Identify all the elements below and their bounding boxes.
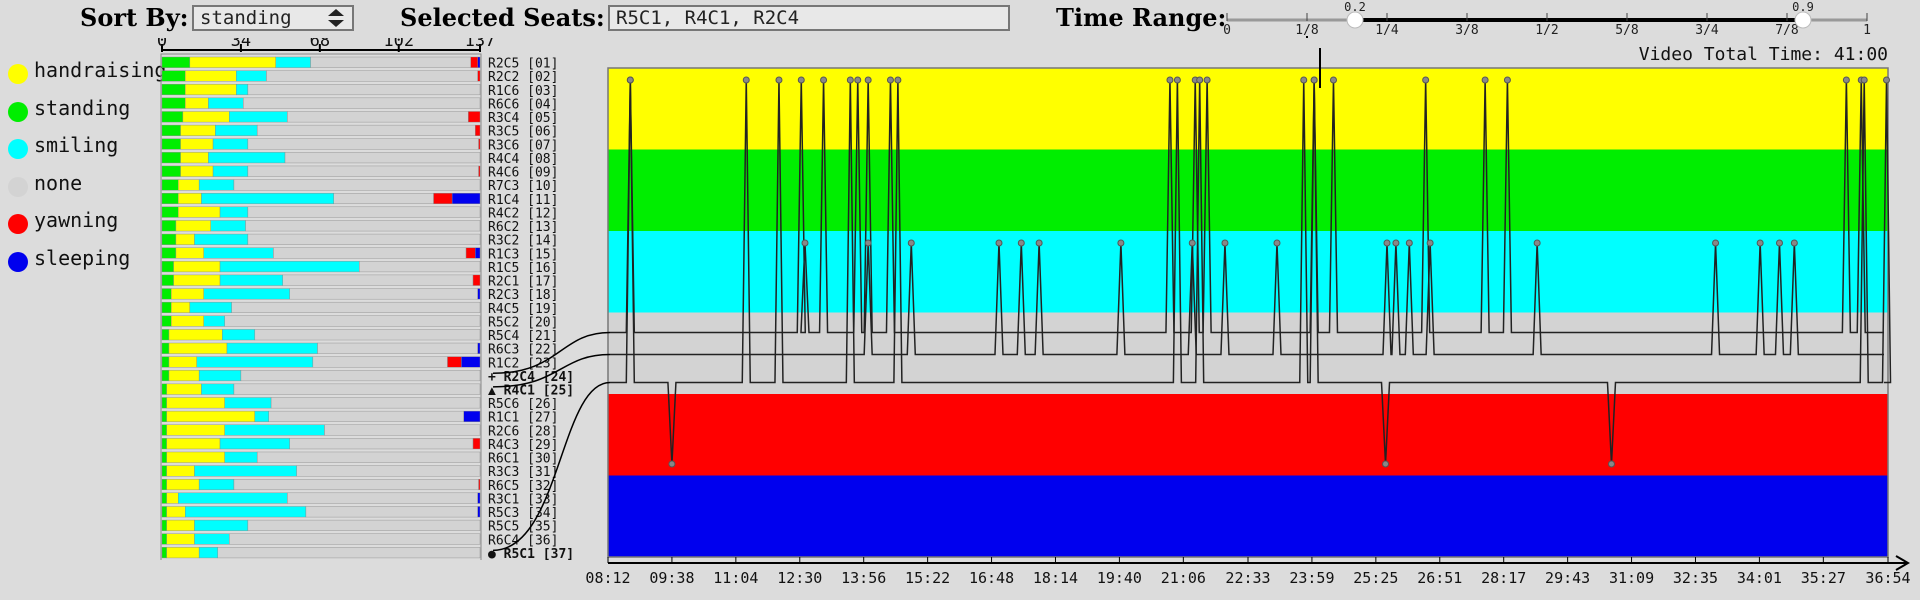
slider-tick-label: 5/8	[1615, 23, 1638, 38]
slider-low-handle-label: 0.2	[1344, 0, 1366, 14]
timeline-tick-label: 13:56	[841, 569, 886, 587]
timeline-spike-marker	[847, 77, 853, 83]
timeline-spike-marker	[1406, 240, 1412, 246]
slider-tick-label: 1/4	[1375, 23, 1399, 38]
series-connector	[493, 355, 610, 387]
timeline-spike-marker	[1301, 77, 1307, 83]
selected-seats-field[interactable]: R5C1, R4C1, R2C4	[608, 5, 1010, 31]
timeline-spike-marker	[776, 77, 782, 83]
timeline-spike-marker	[1204, 77, 1210, 83]
timeline-tick-label: 21:06	[1161, 569, 1206, 587]
timeline-spike-marker	[1330, 77, 1336, 83]
slider-tick-label: 0	[1223, 23, 1231, 38]
series-connector	[493, 383, 610, 551]
timeline-spike-marker	[1018, 240, 1024, 246]
slider-tick-label: 3/4	[1695, 23, 1719, 38]
timeline-spike-marker	[1311, 77, 1317, 83]
slider-low-handle[interactable]	[1347, 12, 1363, 28]
timeline-spike-marker	[1884, 77, 1890, 83]
timeline-tick-label: 11:04	[713, 569, 758, 587]
slider-tick-label: 3/8	[1455, 23, 1478, 38]
slider-tick-label: 1/8	[1295, 23, 1318, 38]
timeline-spike-marker	[1118, 240, 1124, 246]
timeline-spike-marker	[821, 77, 827, 83]
timeline-spike-marker	[1713, 240, 1719, 246]
video-total-time: Video Total Time: 41:00	[1639, 44, 1888, 65]
timeline-spike-marker	[1384, 240, 1390, 246]
timeline-spike-marker	[1167, 77, 1173, 83]
timeline-spike-marker	[1036, 240, 1042, 246]
timeline-spike-marker	[1482, 77, 1488, 83]
timeline-spike-marker	[1791, 240, 1797, 246]
timeline-spike-marker	[1274, 240, 1280, 246]
timeline-tick-label: 29:43	[1545, 569, 1590, 587]
timeline-spike-marker	[1757, 240, 1763, 246]
timeline-spike-marker	[996, 240, 1002, 246]
slider-tick-label: 1/2	[1535, 23, 1558, 38]
timeline-spike-marker	[1222, 240, 1228, 246]
timeline-spike-marker	[1608, 461, 1614, 467]
timeline-spike-marker	[855, 77, 861, 83]
timeline-spike-marker	[1423, 77, 1429, 83]
timeline-tick-label: 26:51	[1417, 569, 1462, 587]
timeline-spike-marker	[1393, 240, 1399, 246]
timeline-tick-label: 35:27	[1801, 569, 1846, 587]
timeline-tick-label: 28:17	[1481, 569, 1526, 587]
timeline-tick-label: 09:38	[649, 569, 694, 587]
timeline-tick-label: 18:14	[1033, 569, 1078, 587]
timeline-tick-label: 34:01	[1737, 569, 1782, 587]
timeline-spike-marker	[802, 240, 808, 246]
timeline-spike-marker	[895, 77, 901, 83]
timeline-spike-marker	[1197, 77, 1203, 83]
timeline-spike-marker	[887, 77, 893, 83]
slider-tick-label: 7/8	[1775, 23, 1798, 38]
timeline-spike-marker	[1843, 77, 1849, 83]
series-connector	[493, 333, 610, 374]
timeline-spike-marker	[798, 77, 804, 83]
slider-high-handle-label: 0.9	[1792, 0, 1814, 14]
timeline-tick-label: 12:30	[777, 569, 822, 587]
behavior-timeline: Video Total Time: 41:00 08:12 09:38 11:04 12…	[0, 38, 1920, 600]
slider-high-handle[interactable]	[1795, 12, 1811, 28]
timeline-spike-marker	[908, 240, 914, 246]
timeline-tick-label: 25:25	[1353, 569, 1398, 587]
timeline-tick-label: 22:33	[1225, 569, 1270, 587]
sort-by-label: Sort By:	[80, 3, 189, 32]
sort-select[interactable]: standing	[192, 5, 354, 31]
timeline-band-smiling	[608, 231, 1888, 313]
timeline-tick-label: 16:48	[969, 569, 1014, 587]
sort-arrows-icon	[326, 8, 346, 28]
timeline-tick-label: 15:22	[905, 569, 950, 587]
selected-seats-label: Selected Seats:	[400, 3, 605, 32]
timeline-spike-marker	[865, 240, 871, 246]
timeline-spike-marker	[1427, 240, 1433, 246]
timeline-spike-marker	[1174, 77, 1180, 83]
timeline-band-yawning	[608, 394, 1888, 476]
timeline-tick-label: 08:12	[585, 569, 630, 587]
timeline-tick-label: 36:54	[1865, 569, 1910, 587]
timeline-tick-label: 31:09	[1609, 569, 1654, 587]
timeline-spike-marker	[1776, 240, 1782, 246]
timeline-spike-marker	[627, 77, 633, 83]
timeline-spike-marker	[743, 77, 749, 83]
sort-select-value: standing	[200, 7, 292, 29]
timeline-tick-label: 32:35	[1673, 569, 1718, 587]
time-range-label: Time Range:	[1056, 3, 1226, 32]
timeline-spike-marker	[669, 461, 675, 467]
timeline-spike-marker	[1189, 240, 1195, 246]
timeline-tick-label: 23:59	[1289, 569, 1334, 587]
timeline-spike-marker	[1383, 461, 1389, 467]
timeline-tick-label: 19:40	[1097, 569, 1142, 587]
timeline-spike-marker	[1534, 240, 1540, 246]
slider-tick-label: 1	[1863, 23, 1871, 38]
time-range-slider[interactable]: 0 1/8 1/4 3/8 1/2 5/8 3/4 7/8 1 0.2 0.9	[1215, 0, 1875, 38]
timeline-band-sleeping	[608, 476, 1888, 558]
timeline-spike-marker	[865, 77, 871, 83]
timeline-spike-marker	[1861, 77, 1867, 83]
timeline-spike-marker	[1504, 77, 1510, 83]
